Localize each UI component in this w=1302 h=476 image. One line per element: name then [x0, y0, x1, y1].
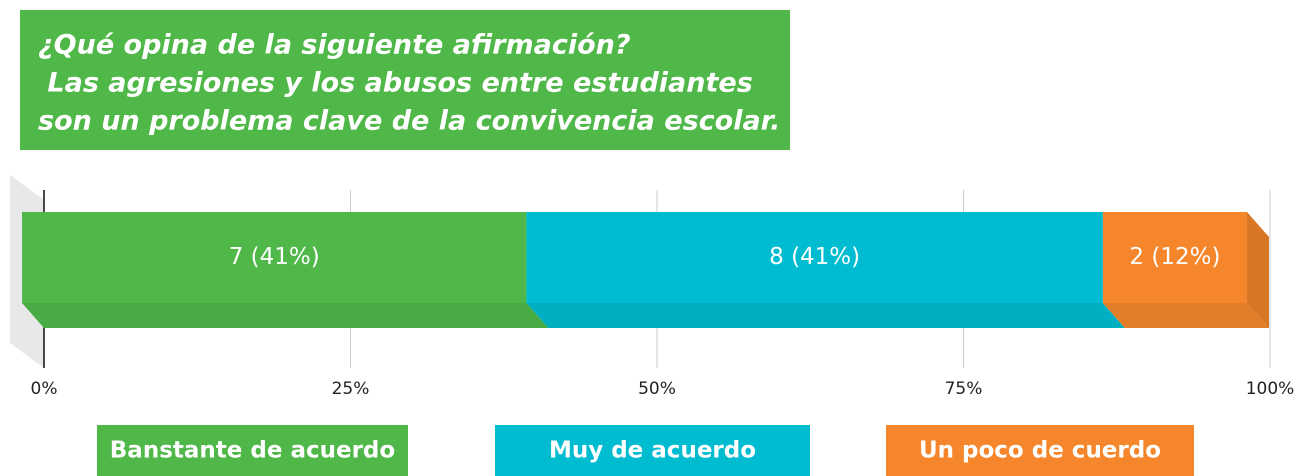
legend-label: Muy de acuerdo	[549, 438, 756, 464]
x-tick-label: 50%	[638, 379, 676, 399]
bar-bottom-face	[526, 303, 1125, 328]
bar-bottom-face	[1102, 303, 1269, 328]
bar-bottom-face	[22, 303, 549, 328]
bar	[22, 212, 527, 303]
data-label: 2 (12%)	[1129, 244, 1220, 270]
legend-label: Un poco de cuerdo	[919, 438, 1161, 464]
title-box	[20, 10, 790, 150]
data-label: 7 (41%)	[229, 244, 320, 270]
chart-title: Las agresiones y los abusos entre estudi…	[38, 68, 753, 99]
x-tick-label: 100%	[1246, 379, 1295, 399]
legend-label: Banstante de acuerdo	[110, 438, 395, 464]
bar	[1102, 212, 1247, 303]
legend-swatch	[495, 425, 810, 476]
x-tick-label: 25%	[332, 379, 370, 399]
chart-title: ¿Qué opina de la siguiente afirmación?	[38, 30, 631, 61]
x-tick-label: 0%	[31, 379, 58, 399]
data-label: 8 (41%)	[769, 244, 860, 270]
x-tick-label: 75%	[945, 379, 983, 399]
chart-title: son un problema clave de la convivencia …	[38, 106, 780, 137]
bar	[526, 212, 1103, 303]
legend-swatch	[97, 425, 408, 476]
bar-side-face	[1247, 212, 1269, 328]
legend-swatch	[886, 425, 1194, 476]
